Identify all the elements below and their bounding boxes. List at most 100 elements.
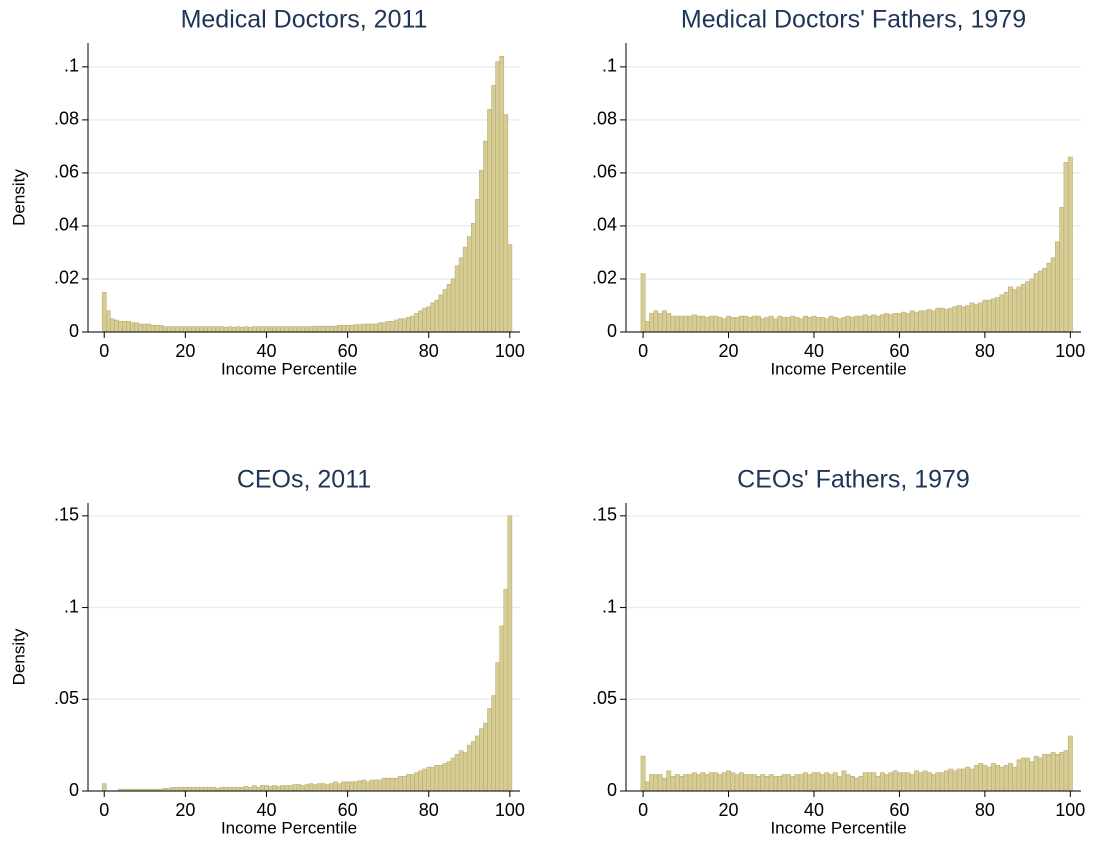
bar	[901, 772, 907, 792]
bar	[756, 315, 761, 333]
bar	[337, 325, 342, 333]
bar	[747, 317, 753, 333]
bar	[227, 787, 233, 792]
bar	[479, 728, 484, 792]
bar	[487, 108, 492, 333]
chart-title: CEOs' Fathers, 1979	[737, 466, 970, 494]
bar	[1063, 162, 1069, 333]
bar	[223, 787, 229, 792]
bar	[709, 772, 714, 792]
bar	[1016, 286, 1022, 333]
bar	[389, 321, 395, 333]
bar	[239, 326, 245, 333]
bar	[875, 776, 881, 792]
chart-title: Medical Doctors, 2011	[181, 6, 428, 34]
bar	[1008, 763, 1013, 792]
bar	[679, 315, 684, 333]
x-axis-label: Income Percentile	[221, 818, 357, 837]
x-tick-label: 20	[719, 341, 739, 361]
bar	[734, 774, 740, 792]
y-tick-label: 0	[607, 321, 617, 341]
bar	[503, 114, 509, 333]
bar	[276, 326, 281, 333]
bar	[747, 774, 753, 792]
x-axis-label: Income Percentile	[770, 818, 906, 837]
bar	[187, 326, 192, 333]
bar	[649, 774, 655, 792]
bar	[734, 317, 740, 333]
bar	[760, 774, 766, 792]
bar	[475, 199, 480, 333]
bar	[418, 770, 423, 792]
bar	[114, 319, 119, 333]
bar	[1016, 759, 1022, 792]
bar	[442, 763, 448, 792]
y-tick-label: .1	[602, 56, 617, 76]
bar	[446, 761, 452, 792]
bar	[174, 326, 180, 333]
bar	[264, 326, 269, 333]
bar	[909, 310, 915, 333]
bar	[381, 777, 387, 792]
bar	[892, 313, 898, 333]
bar	[479, 169, 484, 333]
bar	[349, 781, 354, 792]
x-tick-label: 0	[99, 800, 109, 820]
bar	[1059, 207, 1065, 333]
bar	[243, 326, 249, 333]
bar	[696, 315, 702, 333]
bar	[458, 257, 464, 333]
bar	[657, 313, 663, 333]
bar	[183, 326, 188, 333]
bar	[260, 326, 265, 333]
bar	[896, 313, 902, 333]
bar	[867, 772, 872, 792]
bar	[1020, 283, 1026, 333]
bar	[1033, 273, 1039, 333]
x-tick-label: 100	[495, 800, 525, 820]
bar	[430, 766, 436, 792]
bar	[308, 783, 314, 792]
bar	[884, 774, 890, 792]
bar	[357, 780, 363, 792]
bar	[965, 766, 971, 792]
bar	[888, 314, 894, 333]
bar	[483, 722, 488, 792]
bar	[272, 785, 277, 792]
bar	[764, 317, 770, 333]
bar	[239, 787, 245, 792]
bar	[691, 772, 697, 792]
y-tick-label: 0	[607, 780, 617, 800]
bar	[657, 774, 663, 792]
bar	[361, 779, 367, 792]
bar	[1067, 735, 1073, 792]
bar	[738, 772, 744, 792]
bar	[918, 772, 924, 792]
y-tick-label: 0	[69, 321, 79, 341]
bar	[777, 776, 783, 792]
x-tick-label: 100	[1055, 341, 1085, 361]
bar	[450, 757, 456, 792]
bar	[101, 291, 107, 333]
bar	[683, 315, 689, 333]
bar	[1042, 754, 1048, 792]
bar	[219, 787, 225, 792]
bar	[854, 315, 860, 333]
bar	[402, 318, 407, 333]
x-tick-label: 40	[256, 800, 276, 820]
bar	[158, 325, 164, 333]
bar	[170, 787, 176, 792]
bar	[422, 768, 428, 792]
bar	[1025, 281, 1031, 333]
bar	[713, 772, 719, 792]
bar	[191, 787, 196, 792]
bar	[926, 309, 932, 333]
bar	[828, 315, 834, 333]
bar	[922, 310, 928, 333]
bar	[280, 326, 286, 333]
bar	[389, 777, 395, 792]
bar	[130, 322, 135, 333]
bar	[1025, 757, 1031, 792]
bar	[1037, 757, 1043, 792]
